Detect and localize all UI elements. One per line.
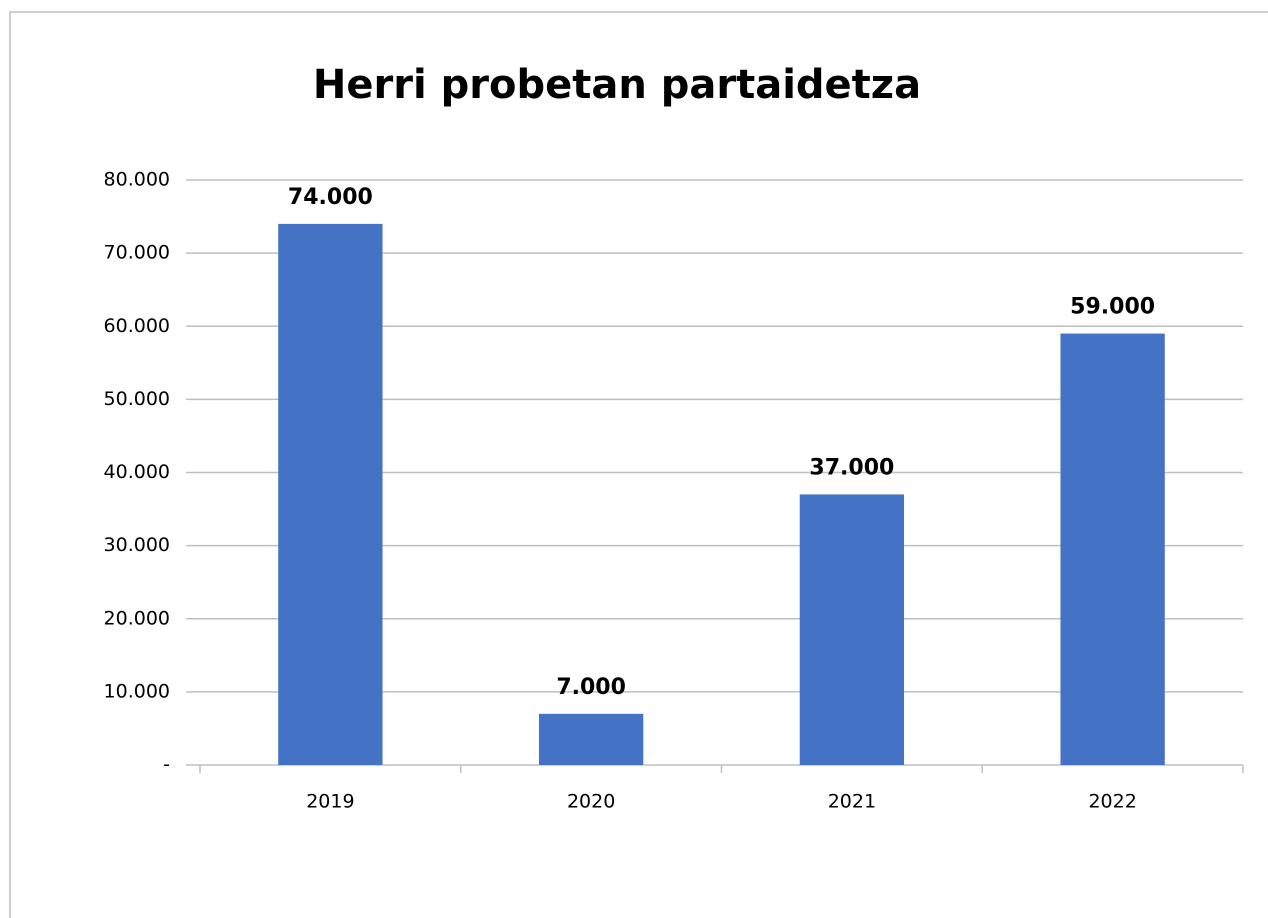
y-tick-label: 70.000: [104, 242, 170, 264]
bar: [799, 494, 905, 765]
y-tick-label: 50.000: [104, 388, 170, 410]
data-label: 74.000: [288, 185, 373, 210]
data-label: 37.000: [809, 455, 894, 480]
y-tick-label: 40.000: [104, 461, 170, 483]
x-tick-label: 2021: [828, 791, 876, 813]
y-tick-label: 20.000: [104, 607, 170, 629]
bar: [278, 223, 383, 765]
y-tick-label: -: [163, 754, 170, 776]
chart-frame: [9, 11, 1268, 918]
y-tick-label: 10.000: [104, 680, 170, 702]
y-tick-label: 60.000: [104, 315, 170, 337]
x-tick-label: 2019: [306, 791, 354, 813]
bar: [1060, 333, 1165, 765]
y-tick-label: 30.000: [104, 534, 170, 556]
chart-title: Herri probetan partaidetza: [313, 62, 921, 108]
data-label: 59.000: [1070, 295, 1155, 320]
x-tick-label: 2022: [1088, 791, 1136, 813]
bar: [538, 713, 644, 765]
y-tick-label: 80.000: [104, 169, 170, 191]
x-tick-label: 2020: [567, 791, 615, 813]
data-label: 7.000: [556, 675, 626, 700]
